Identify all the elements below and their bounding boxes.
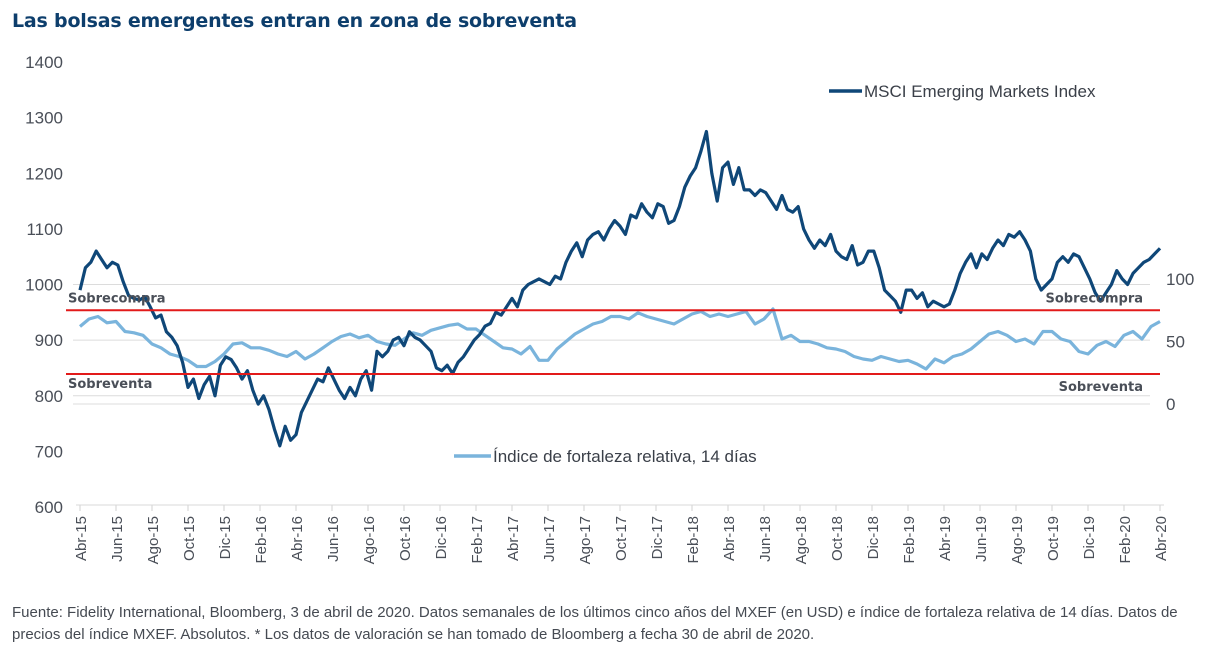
- x-axis-tick-label: Abr-17: [505, 516, 522, 561]
- right-axis-ticks: 0 50 100: [1166, 270, 1194, 414]
- x-axis-tick-label: Dic-16: [433, 516, 450, 559]
- left-axis-tick-label: 1100: [26, 220, 63, 239]
- x-axis-tick-label: Abr-15: [73, 516, 90, 561]
- legend-label-msci: MSCI Emerging Markets Index: [864, 82, 1096, 101]
- x-axis-tick-label: Oct-15: [181, 516, 198, 561]
- series-line-rsi: [78, 307, 1161, 371]
- x-axis-tick-label: Dic-19: [1081, 516, 1098, 559]
- x-axis-tick-label: Oct-18: [829, 516, 846, 561]
- x-axis-tick-label: Jun-18: [757, 516, 774, 562]
- x-axis-tick-label: Dic-18: [865, 516, 882, 559]
- x-axis-tick-label: Jun-19: [973, 516, 990, 562]
- x-axis-tick-label: Abr-18: [721, 516, 738, 561]
- chart-title: Las bolsas emergentes entran en zona de …: [12, 10, 577, 32]
- x-axis-tick-label: Ago-16: [361, 516, 378, 564]
- legend: MSCI Emerging Markets Index Índice de for…: [454, 82, 1096, 466]
- x-axis-tick-label: Jun-16: [325, 516, 342, 562]
- left-axis-tick-label: 600: [35, 498, 63, 517]
- x-axis-tick-label: Feb-19: [901, 516, 918, 564]
- left-axis-tick-label: 900: [35, 331, 63, 350]
- x-axis-tick-label: Feb-16: [253, 516, 270, 564]
- x-axis-tick-label: Ago-18: [793, 516, 810, 564]
- threshold-lines: Sobrecompra Sobrecompra Sobreventa Sobreven…: [66, 291, 1160, 395]
- threshold-label-left: Sobrecompra: [68, 291, 166, 306]
- threshold-label-right: Sobreventa: [1059, 380, 1143, 395]
- left-axis-tick-label: 800: [35, 387, 63, 406]
- x-axis-ticks: Abr-15 Jun-15 Ago-15 Oct-15 Dic-15 Feb-16 Abr-…: [73, 505, 1170, 564]
- x-axis-tick-label: Dic-15: [217, 516, 234, 559]
- left-axis-tick-label: 1200: [25, 164, 63, 183]
- left-axis-tick-label: 1000: [25, 276, 63, 295]
- series-line-msci: [78, 129, 1162, 448]
- grid-lines: [73, 284, 1150, 405]
- x-axis-tick-label: Oct-16: [397, 516, 414, 561]
- x-axis-tick-label: Jun-17: [541, 516, 558, 562]
- left-axis-tick-label: 1400: [25, 53, 63, 72]
- source-footnote: Fuente: Fidelity International, Bloomber…: [12, 604, 1178, 643]
- x-axis-tick-label: Abr-20: [1153, 516, 1170, 561]
- right-axis-tick-label: 0: [1166, 395, 1175, 414]
- x-axis-tick-label: Ago-15: [145, 516, 162, 564]
- x-axis-tick-label: Abr-19: [937, 516, 954, 561]
- threshold-label-right: Sobrecompra: [1046, 291, 1144, 306]
- legend-label-rsi: Índice de fortaleza relativa, 14 días: [493, 447, 757, 466]
- x-axis-tick-label: Feb-18: [685, 516, 702, 564]
- threshold-label-left: Sobreventa: [68, 377, 152, 392]
- x-axis-tick-label: Jun-15: [109, 516, 126, 562]
- x-axis-tick-label: Abr-16: [289, 516, 306, 561]
- x-axis-tick-label: Ago-19: [1009, 516, 1026, 564]
- x-axis-tick-label: Oct-19: [1045, 516, 1062, 561]
- right-axis-tick-label: 50: [1166, 333, 1185, 352]
- right-axis-tick-label: 100: [1166, 270, 1194, 289]
- x-axis-tick-label: Ago-17: [577, 516, 594, 564]
- left-axis-ticks: 600 700 800 900 1000 1100 1200 1300 1400: [25, 53, 63, 517]
- x-axis-tick-label: Dic-17: [649, 516, 666, 559]
- left-axis-tick-label: 700: [35, 442, 63, 461]
- x-axis-tick-label: Oct-17: [613, 516, 630, 561]
- x-axis-tick-label: Feb-17: [469, 516, 486, 564]
- x-axis-tick-label: Feb-20: [1117, 516, 1134, 564]
- left-axis-tick-label: 1300: [25, 109, 63, 128]
